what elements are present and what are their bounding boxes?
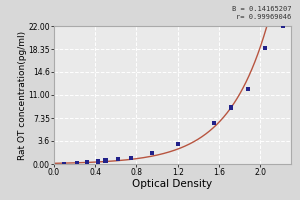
Point: [116, 158, 120, 161]
Y-axis label: Rat OT concentration(pg/ml): Rat OT concentration(pg/ml): [18, 30, 27, 160]
Point: [74, 161, 79, 165]
Point: [280, 24, 285, 28]
Point: [62, 162, 67, 165]
Point: [129, 156, 134, 159]
Point: [175, 142, 180, 146]
Point: [245, 87, 250, 90]
Point: [229, 106, 234, 109]
Point: [103, 159, 108, 162]
Point: [263, 46, 268, 50]
Point: [149, 151, 154, 154]
X-axis label: Optical Density: Optical Density: [132, 179, 213, 189]
Point: [96, 160, 101, 163]
Point: [85, 161, 89, 164]
Text: B = 0.14165207
r= 0.99969046: B = 0.14165207 r= 0.99969046: [232, 6, 291, 20]
Point: [211, 122, 216, 125]
